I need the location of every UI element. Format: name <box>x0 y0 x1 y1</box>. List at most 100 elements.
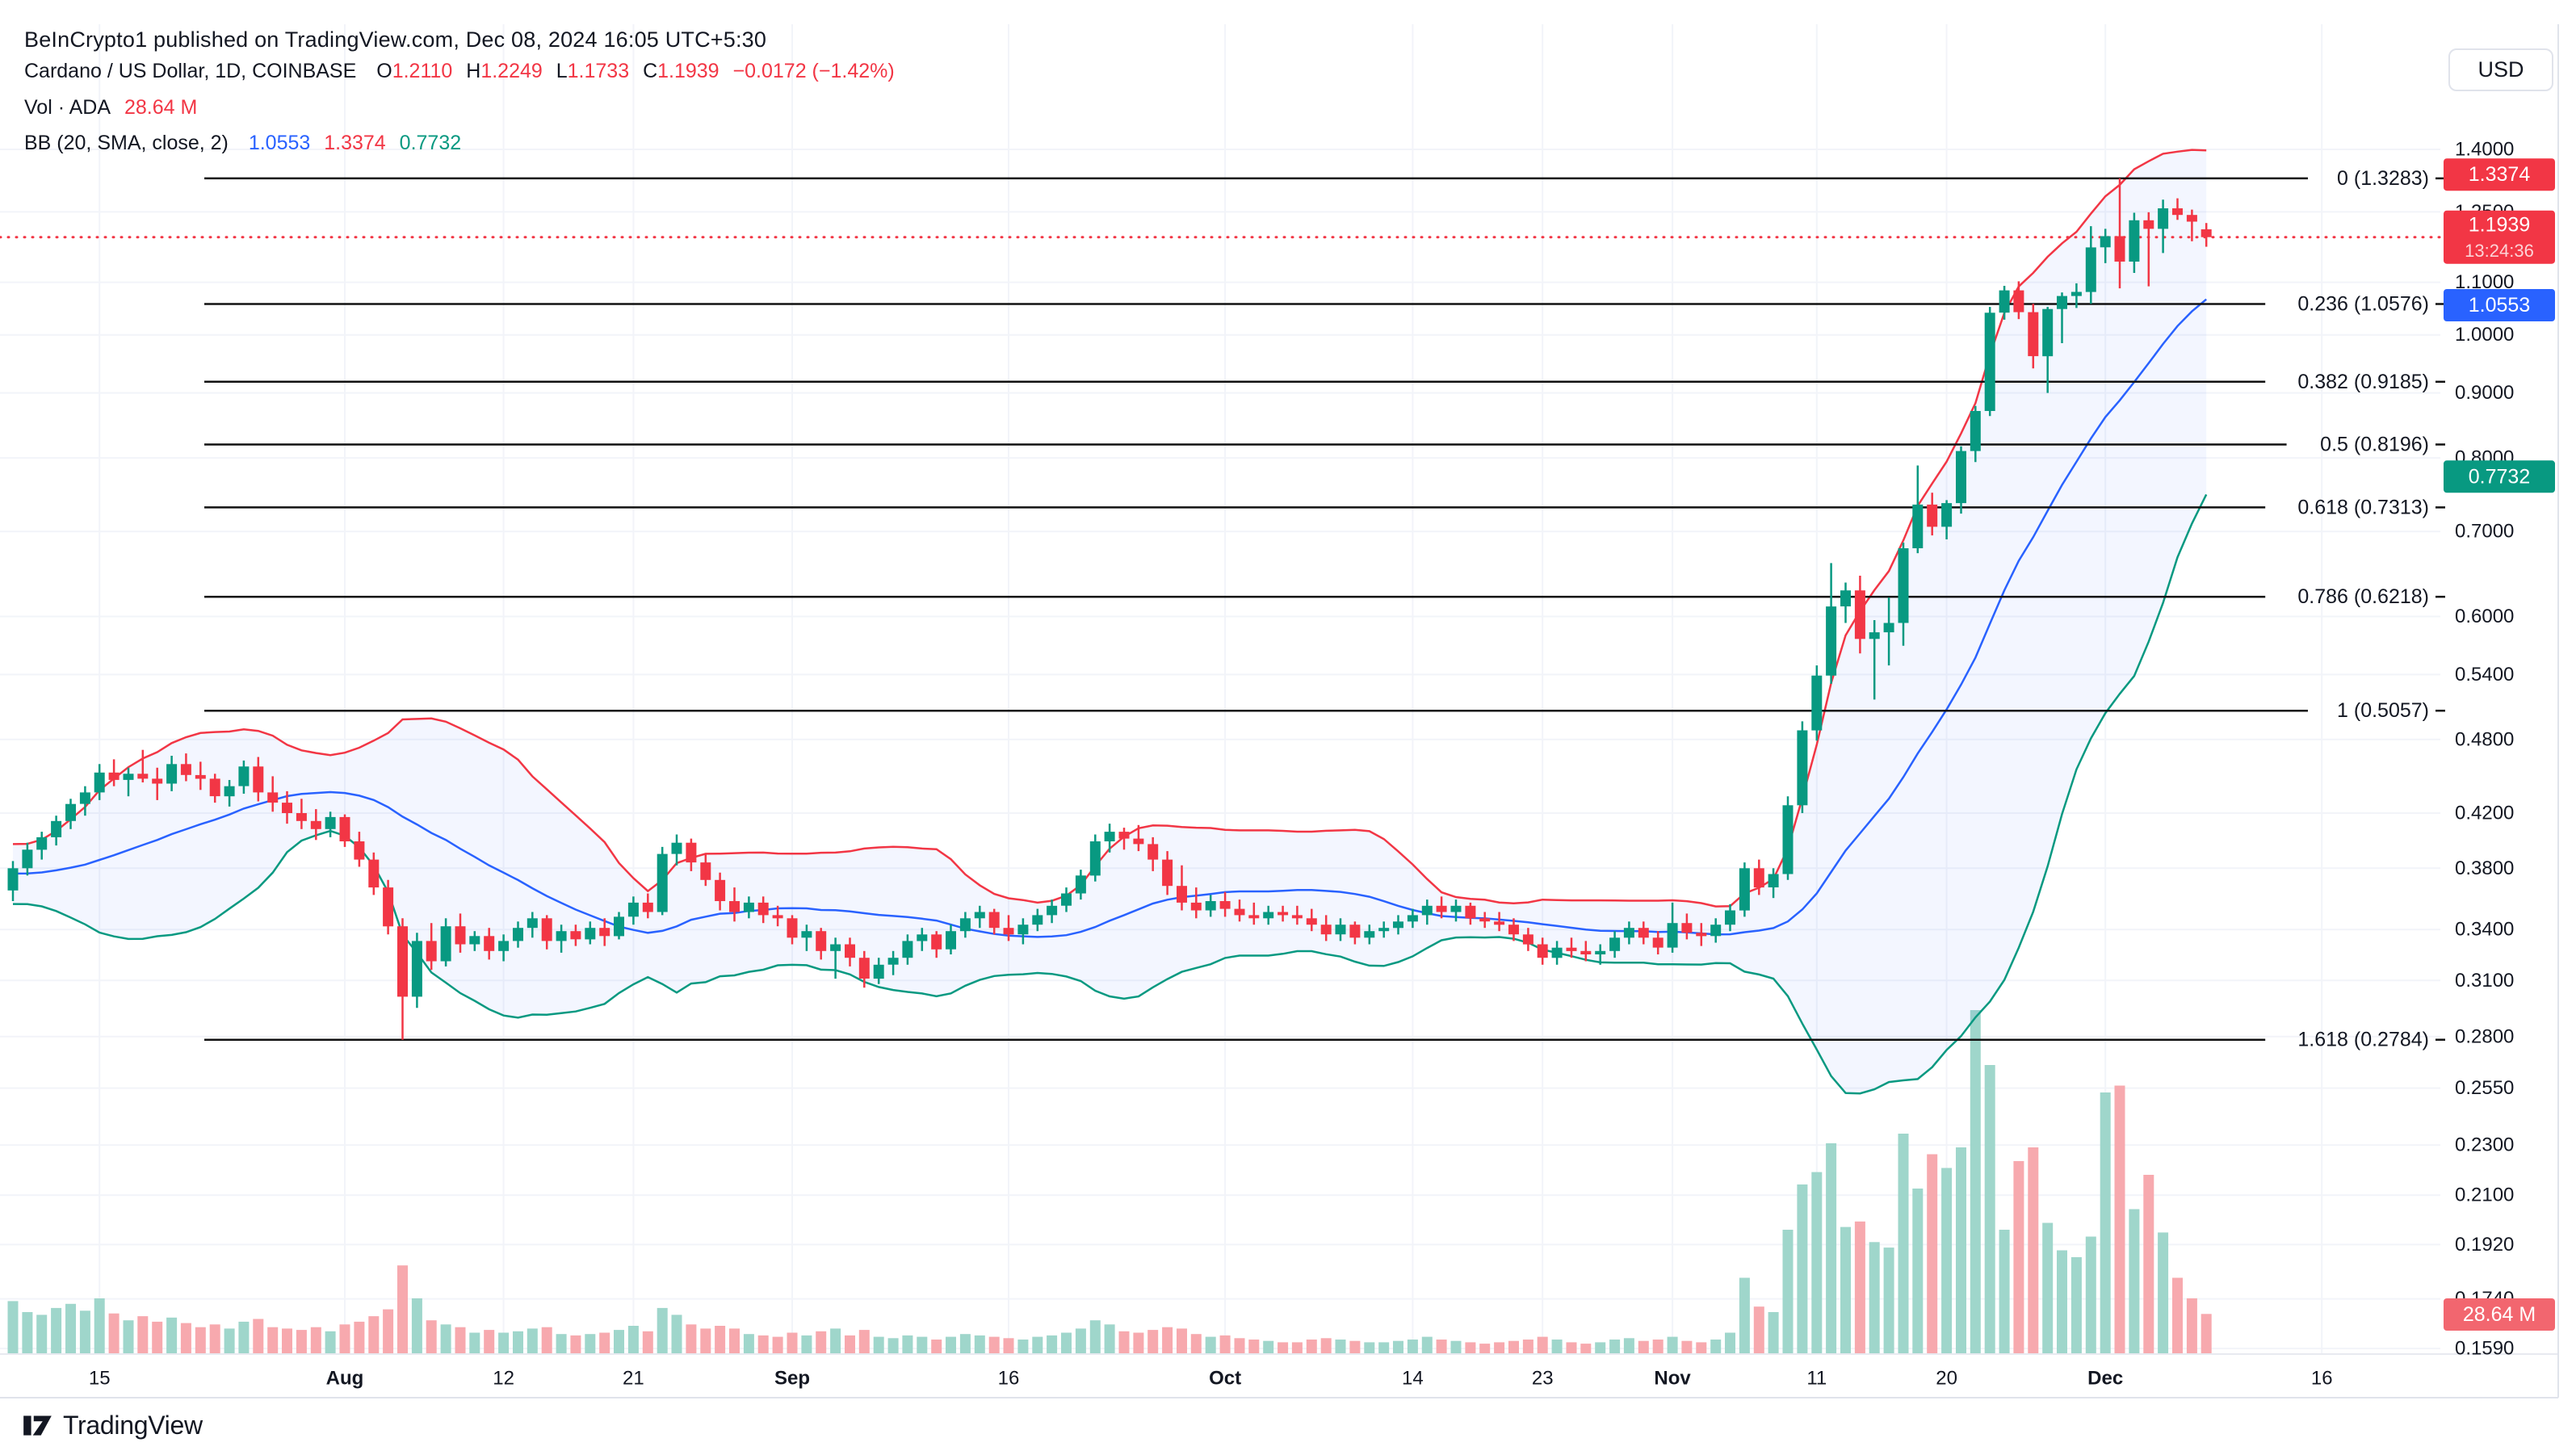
volume-bar <box>614 1330 624 1353</box>
price-tick-label: 0.6000 <box>2455 606 2514 627</box>
volume-bar <box>1898 1134 1909 1353</box>
price-tick-label: 0.2800 <box>2455 1025 2514 1047</box>
volume-bar <box>902 1335 913 1353</box>
candle-body <box>1970 411 1981 451</box>
volume-bar <box>1508 1340 1519 1353</box>
time-tick-label: Oct <box>1209 1368 1241 1390</box>
symbol-title[interactable]: Cardano / US Dollar, 1D, COINBASE <box>24 60 357 82</box>
candle-body <box>2143 220 2154 229</box>
candle-body <box>1061 893 1072 906</box>
tradingview-logo[interactable]: TradingView <box>21 1408 203 1442</box>
candle-body <box>1364 931 1375 938</box>
candle-body <box>1652 937 1663 948</box>
volume-bar <box>1984 1065 1995 1353</box>
price-tick-label: 0.1590 <box>2455 1338 2514 1360</box>
candle-body <box>513 928 523 941</box>
low-label: L <box>556 60 568 82</box>
volume-bar <box>1970 1010 1981 1353</box>
volume-bar <box>2129 1209 2140 1353</box>
currency-toggle-button[interactable]: USD <box>2448 48 2553 91</box>
candle-body <box>1349 925 1361 938</box>
candle-body <box>2114 236 2125 262</box>
volume-bar <box>946 1336 956 1353</box>
candle-body <box>426 941 437 962</box>
volume-bar <box>1797 1184 1808 1353</box>
candle-body <box>2057 296 2067 309</box>
volume-bar <box>1450 1340 1462 1353</box>
volume-bar <box>2143 1175 2154 1353</box>
candle-body <box>2070 291 2082 296</box>
candle-body <box>1696 933 1707 937</box>
volume-bar <box>627 1326 639 1353</box>
candle-body <box>1263 912 1274 919</box>
volume-bar <box>1696 1342 1707 1353</box>
bb-indicator-label[interactable]: BB (20, SMA, close, 2) <box>24 132 229 154</box>
candle-body <box>946 931 956 950</box>
volume-bar <box>1537 1336 1548 1353</box>
symbol-legend-row: Cardano / US Dollar, 1D, COINBASE O1.211… <box>24 60 895 83</box>
price-axis[interactable]: 1.40001.25001.10001.00000.90000.80000.70… <box>2455 139 2514 1360</box>
candle-body <box>1667 923 1678 948</box>
low-value: 1.1733 <box>567 60 630 82</box>
fib-retracement[interactable]: 0 (1.3283) 0.236 (1.0576) 0.382 (0.9185) 0.… <box>204 167 2445 1051</box>
volume-bar <box>1465 1342 1476 1353</box>
volume-bar <box>1320 1338 1332 1353</box>
volume-bar <box>1941 1168 1953 1353</box>
candle-body <box>959 918 971 932</box>
candle-body <box>772 915 783 919</box>
candle-body <box>411 941 422 997</box>
candle-body <box>1436 905 1447 912</box>
volume-bar <box>2042 1222 2054 1353</box>
candle-body <box>1407 915 1418 922</box>
volume-indicator-label[interactable]: Vol · ADA <box>24 96 111 119</box>
candle-body <box>1725 910 1735 925</box>
candle-body <box>1566 947 1577 951</box>
price-tick-label: 0.3800 <box>2455 857 2514 879</box>
candle-body <box>686 842 697 863</box>
time-tick-label: 21 <box>623 1368 644 1390</box>
volume-bar <box>1349 1340 1361 1353</box>
candle-body <box>137 774 149 779</box>
price-tick-label: 0.9000 <box>2455 382 2514 404</box>
time-tick-label: 14 <box>1402 1368 1424 1390</box>
candle-body <box>209 778 220 797</box>
volume-bar <box>7 1301 19 1353</box>
candle-body <box>79 792 90 804</box>
volume-bar <box>1826 1143 1837 1353</box>
candle-body <box>238 766 250 786</box>
price-tick-label: 0.2300 <box>2455 1134 2514 1156</box>
candle-body <box>988 912 1000 929</box>
volume-bar <box>1566 1342 1577 1353</box>
candle-body <box>1797 730 1808 806</box>
candle-body <box>469 936 480 945</box>
candle-body <box>1826 606 1837 676</box>
candle-body <box>1927 504 1938 527</box>
candle-body <box>1638 928 1649 938</box>
volume-bar <box>2070 1257 2082 1353</box>
candle-body <box>931 934 942 950</box>
volume-bar <box>1623 1338 1634 1353</box>
volume-bar <box>2172 1277 2183 1353</box>
candle-body <box>1941 503 1953 527</box>
volume-bar <box>772 1336 783 1353</box>
candle-body <box>1219 901 1231 909</box>
candle-body <box>339 816 350 841</box>
volume-bar <box>1133 1332 1144 1353</box>
volume-bar <box>397 1265 408 1353</box>
volume-value: 28.64 M <box>124 96 198 119</box>
volume-bar <box>1162 1327 1173 1353</box>
badge-bb-upper: 1.3374 <box>2444 158 2555 191</box>
candle-body <box>282 803 292 813</box>
volume-bar <box>873 1336 884 1353</box>
volume-bar <box>1147 1330 1159 1353</box>
candle-body <box>873 964 884 979</box>
volume-bar <box>1494 1342 1505 1353</box>
candle-body <box>1782 805 1794 874</box>
volume-bar <box>1638 1340 1649 1353</box>
volume-bar <box>1393 1340 1403 1353</box>
time-axis[interactable]: 15 Aug 12 21 Sep 16 Oct 14 23 Nov 11 20 Dec 16 <box>89 1368 2333 1390</box>
candle-body <box>1883 623 1894 633</box>
volume-bar <box>816 1331 827 1353</box>
candle-body <box>887 958 899 965</box>
